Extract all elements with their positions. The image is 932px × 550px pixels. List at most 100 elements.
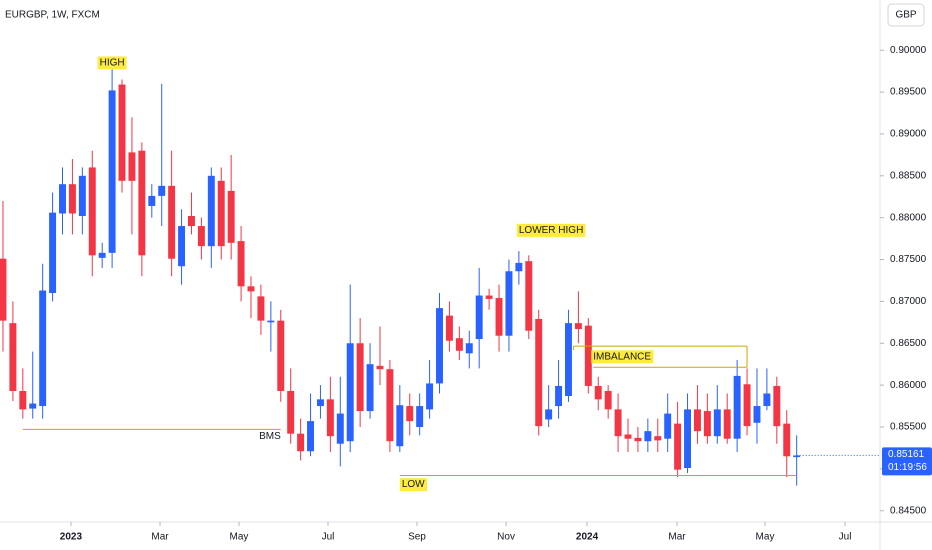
candle-body (713, 409, 721, 437)
candle-body (188, 216, 195, 227)
y-tick-label: 0.87500 (890, 254, 927, 265)
candle-body (604, 390, 612, 410)
candle-body (376, 365, 384, 370)
candle-body (763, 393, 771, 407)
level-label-background (399, 478, 428, 492)
candle-body (445, 315, 453, 341)
candle-body (287, 390, 295, 434)
candle-body (485, 295, 493, 299)
candle-body (594, 385, 602, 400)
candle-body (465, 343, 473, 354)
candle-body (545, 409, 553, 420)
y-tick-label: 0.85500 (890, 422, 927, 433)
candle-body (59, 184, 66, 214)
candle-body (128, 152, 136, 181)
candle-body (227, 190, 235, 243)
candle-body (723, 409, 731, 439)
zone-label: IMBALANCE (593, 351, 651, 362)
candle-body (366, 364, 374, 412)
last-price-label: 0.85161 (888, 449, 925, 460)
candle-body (416, 406, 424, 427)
candle-body (217, 180, 225, 247)
candle-body (584, 325, 592, 386)
x-tick-label: May (756, 532, 775, 543)
annotation-label-background (97, 56, 127, 70)
y-tick-label: 0.84500 (890, 505, 927, 516)
candle-body (257, 296, 265, 321)
y-tick-label: 0.88000 (890, 212, 927, 223)
candle-body (525, 261, 533, 331)
candle-body (336, 413, 344, 444)
candle-body (644, 431, 652, 442)
candle-body (0, 258, 7, 321)
candle-body (307, 421, 315, 452)
candle-body (693, 409, 701, 432)
candle-body (733, 375, 741, 439)
candle-body (455, 338, 463, 351)
candle-body (654, 436, 662, 441)
candle-body (614, 409, 622, 437)
candle-body (406, 406, 414, 422)
candle-body (664, 413, 672, 439)
y-tick-label: 0.89000 (890, 129, 927, 140)
candle-body (108, 90, 116, 253)
x-tick-label: May (230, 532, 249, 543)
level-label: LOW (402, 479, 425, 490)
candle-body (297, 433, 305, 452)
candle-body (39, 290, 47, 407)
x-tick-label: Mar (668, 532, 686, 543)
x-tick-label: Sep (408, 532, 426, 543)
annotation-label: HIGH (100, 57, 125, 68)
candle-body (346, 343, 354, 442)
candle-body (624, 434, 632, 439)
y-tick-label: 0.88500 (890, 170, 927, 181)
annotation-label-background (516, 223, 586, 237)
candle-body (783, 423, 791, 457)
x-tick-label: Nov (497, 532, 515, 543)
candle-body (148, 195, 156, 206)
candle-body (495, 298, 503, 336)
candle-body (793, 455, 801, 458)
candle-body (138, 150, 146, 256)
candle-body (753, 406, 761, 423)
candle-body (555, 385, 563, 407)
y-tick-label: 0.89500 (890, 87, 927, 98)
candle-body (684, 409, 692, 468)
candle-body (49, 212, 57, 294)
x-tick-label: 2024 (576, 532, 599, 543)
candle-body (743, 384, 751, 427)
candle-body (29, 403, 37, 409)
candle-body (88, 167, 96, 256)
x-tick-label: Jul (322, 532, 335, 543)
candle-body (535, 318, 543, 427)
candle-body (565, 323, 572, 396)
candle-body (277, 320, 285, 391)
x-tick-label: Jul (839, 532, 852, 543)
y-tick-label: 0.86500 (890, 338, 927, 349)
candle-body (574, 323, 582, 330)
annotation-label: LOWER HIGH (519, 225, 583, 236)
currency-button[interactable] (887, 3, 925, 27)
last-price-tag (882, 447, 932, 476)
candle-body (9, 323, 17, 391)
y-tick-label: 0.90000 (890, 45, 927, 56)
candle-body (505, 271, 513, 336)
currency-label: GBP (895, 10, 916, 21)
candle-body (475, 295, 483, 340)
candle-body (197, 226, 205, 247)
candle-body (674, 423, 682, 470)
x-tick-label: Mar (151, 532, 169, 543)
candle-body (158, 185, 166, 196)
candle-body (118, 84, 126, 181)
candle-body (98, 252, 106, 258)
candle-body (436, 308, 443, 384)
y-tick-label: 0.86000 (890, 380, 927, 391)
countdown-label: 01:19:56 (888, 462, 927, 473)
candle-body (247, 286, 255, 292)
candle-body (396, 405, 404, 447)
candle-body (515, 262, 523, 272)
level-label: BMS (259, 431, 281, 442)
candle-body (356, 343, 364, 412)
candle-body (703, 411, 711, 437)
